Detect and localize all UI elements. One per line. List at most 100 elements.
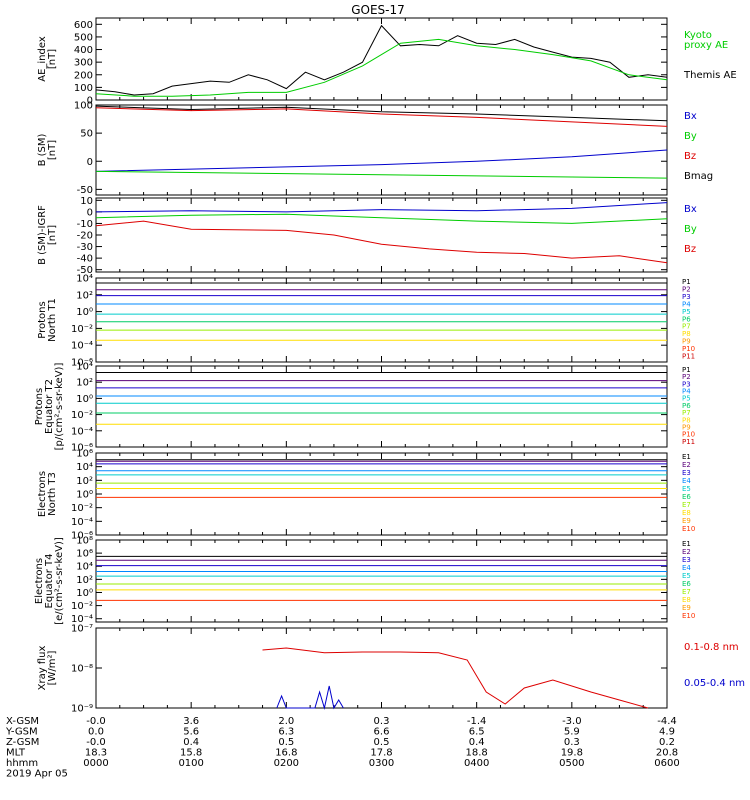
y-tick-label: 10⁶ [76,549,93,560]
channel-legend-label: E8 [682,509,691,517]
channel-legend-label: E7 [682,501,691,509]
x-axis-tick-value: 20.8 [656,748,678,759]
y-tick-label: 10⁸ [76,536,93,547]
y-tick-label: 10⁻⁷ [71,624,93,635]
channel-legend-label: P5 [682,308,691,316]
y-tick-label: 10⁻⁴ [71,517,93,528]
y-tick-label: 50 [80,129,93,140]
y-tick-label: 0 [87,157,93,168]
channel-legend-label: E2 [682,548,691,556]
channel-legend-label: E1 [682,453,691,461]
x-axis-tick-value: 0.5 [278,737,294,748]
series-line-blue [95,149,668,172]
panel-b-sm: -50 0 50 100 B (SM) [nT] Bx By Bz Bmag [37,101,713,196]
y-tick-label: 600 [74,20,93,31]
x-axis-row-label: Y-GSM [5,727,38,738]
channel-legend-label: P1 [682,366,691,374]
series-line-red [95,220,668,264]
x-axis-tick-value: 16.8 [275,748,297,759]
panel-electrons-t3: 10⁻⁶ 10⁻⁴ 10⁻² 10⁰ 10² 10⁴ 10⁶ Electrons North T… [37,449,695,542]
y-axis-label: [nT] [47,225,58,245]
panel-frame [95,627,668,709]
x-axis-tick-value: 0.3 [374,716,390,727]
y-tick-label: 10 [80,196,93,207]
y-tick-label: -50 [77,265,93,276]
x-axis-tick-value: -0.0 [86,716,106,727]
y-axis-label: Xray flux [37,646,48,691]
legend-label: By [684,224,697,235]
x-axis-tick-value: 0300 [369,758,394,769]
channel-legend-label: P11 [682,353,695,361]
y-tick-label: -20 [77,231,93,242]
y-tick-label: -40 [77,254,93,265]
channel-legend-label: E3 [682,469,691,477]
y-tick-label: 10⁴ [76,274,93,285]
x-axis-table: X-GSM -0.0 3.6 2.0 0.3 -1.4 -3.0 -4.4 Y-GSM 0.0 5.… [5,716,680,780]
panel-protons-t2: 10⁻⁶ 10⁻⁴ 10⁻² 10⁰ 10² 10⁴ Protons Equator T2 [p… [34,362,695,454]
y-tick-label: 400 [74,45,93,56]
y-axis-label: [p/(cm²-s-sr-keV)] [54,363,65,451]
x-axis-tick-value: 6.5 [469,727,485,738]
channel-legend-label: P10 [682,345,695,353]
channel-legend-label: E10 [682,525,695,533]
x-axis-tick-value: 0200 [274,758,299,769]
channel-legend-label: P6 [682,402,691,410]
panel-protons-t1: 10⁻⁶ 10⁻⁴ 10⁻² 10⁰ 10² 10⁴ Protons North T1 P1P2… [37,274,695,369]
channel-legend-label: P3 [682,293,691,301]
x-axis-tick-value: -4.4 [657,716,677,727]
y-tick-label: -30 [77,242,93,253]
x-axis-tick-value: 0.5 [374,737,390,748]
channel-legend-label: P3 [682,380,691,388]
y-tick-label: 10⁻⁴ [71,614,93,625]
y-tick-label: 10⁻⁶ [71,443,93,454]
channel-legend-label: P8 [682,416,691,424]
legend-label: Bz [684,244,696,255]
x-axis-tick-value: 0.2 [659,737,675,748]
x-axis-tick-value: 0000 [83,758,108,769]
y-tick-label: 10⁻⁶ [71,531,93,542]
legend-label: Kyoto [684,30,712,41]
y-axis-label: Protons [37,301,48,338]
x-axis-tick-value: 0100 [178,758,203,769]
y-tick-label: 10⁻² [71,324,93,335]
series-line-green [95,170,668,179]
y-tick-label: 10⁴ [76,462,93,473]
channel-legend-label: P10 [682,431,695,439]
channel-legend-label: E8 [682,596,691,604]
x-axis-row-label: MLT [6,748,26,759]
x-axis-tick-value: 0.3 [564,737,580,748]
x-axis-tick-value: 0400 [464,758,489,769]
series-line-green [95,213,668,224]
y-tick-label: 10² [76,290,93,301]
channel-legend-label: E9 [682,604,691,612]
y-axis-label: North T1 [47,298,58,342]
x-axis-tick-value: 0.0 [88,727,104,738]
channel-legend-label: P6 [682,315,691,323]
y-axis-label: North T3 [47,472,58,516]
y-tick-label: 100 [74,101,93,112]
channel-legend-label: E9 [682,517,691,525]
y-axis-label: [W/m²] [47,650,58,685]
x-axis-tick-value: 6.6 [374,727,390,738]
y-tick-label: 10⁻⁴ [71,341,93,352]
channel-legend-label: P8 [682,330,691,338]
y-tick-label: 10² [76,575,93,586]
y-tick-label: 10⁴ [76,562,93,573]
y-tick-label: 10⁻⁹ [71,704,93,715]
panel-frame [95,452,668,536]
panel-frame [95,539,668,623]
channel-legend-label: E6 [682,580,691,588]
channel-legend-label: E2 [682,461,691,469]
series-line-red [262,647,649,709]
x-axis-tick-value: 19.8 [561,748,583,759]
channel-legend-label: E4 [682,477,691,485]
y-tick-label: 0 [87,96,93,107]
x-axis-tick-value: 2.0 [278,716,294,727]
channel-legend-label: P7 [682,409,691,417]
x-axis-row-label: Z-GSM [6,737,39,748]
channel-legend-label: E6 [682,493,691,501]
